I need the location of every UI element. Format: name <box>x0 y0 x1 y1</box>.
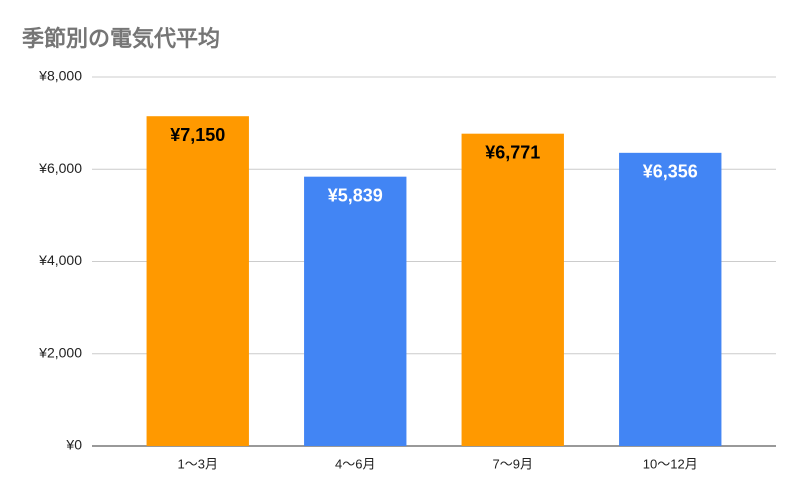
y-tick-label: ¥8,000 <box>38 68 82 84</box>
y-tick-label: ¥4,000 <box>38 252 82 268</box>
x-tick-label: 1〜3月 <box>178 456 218 471</box>
bar <box>146 116 249 447</box>
value-label: ¥5,839 <box>328 185 383 205</box>
x-tick-label: 7〜9月 <box>493 456 533 471</box>
y-tick-label: ¥6,000 <box>38 160 82 176</box>
y-tick-label: ¥0 <box>65 437 82 453</box>
bar <box>461 133 564 446</box>
value-label: ¥6,771 <box>485 142 540 162</box>
y-tick-label: ¥2,000 <box>38 344 82 360</box>
value-label: ¥6,356 <box>643 162 698 182</box>
x-tick-label: 4〜6月 <box>335 456 375 471</box>
x-tick-label: 10〜12月 <box>643 456 698 471</box>
bar <box>304 176 407 446</box>
bar <box>619 152 722 446</box>
value-label: ¥7,150 <box>170 125 225 145</box>
chart-title: 季節別の電気代平均 <box>22 26 220 51</box>
